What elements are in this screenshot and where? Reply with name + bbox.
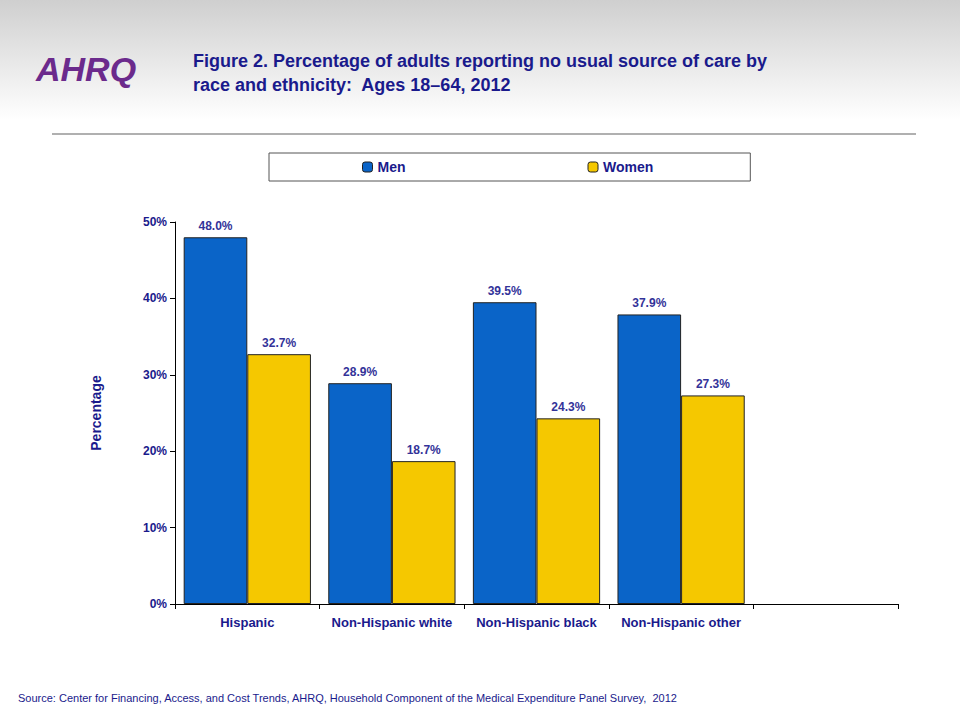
svg-text:race and ethnicity: Ages 18–6: race and ethnicity: Ages 18–64, 2012 [193, 75, 511, 95]
svg-text:48.0%: 48.0% [198, 219, 232, 233]
svg-text:AHRQ: AHRQ [35, 50, 136, 88]
svg-text:32.7%: 32.7% [262, 336, 296, 350]
svg-text:40%: 40% [143, 291, 167, 305]
svg-text:39.5%: 39.5% [488, 284, 522, 298]
svg-text:Source: Center for Financing,: Source: Center for Financing, Access, an… [18, 692, 677, 704]
svg-text:50%: 50% [143, 215, 167, 229]
svg-text:Men: Men [378, 159, 406, 175]
svg-text:Women: Women [603, 159, 653, 175]
svg-text:Hispanic: Hispanic [220, 615, 274, 630]
svg-text:Figure 2. Percentage of adults: Figure 2. Percentage of adults reporting… [193, 51, 767, 71]
svg-text:28.9%: 28.9% [343, 365, 377, 379]
svg-text:Non-Hispanic white: Non-Hispanic white [332, 615, 453, 630]
svg-text:Non-Hispanic black: Non-Hispanic black [476, 615, 597, 630]
svg-text:10%: 10% [143, 521, 167, 535]
svg-text:24.3%: 24.3% [551, 400, 585, 414]
svg-text:0%: 0% [150, 597, 168, 611]
svg-text:18.7%: 18.7% [407, 443, 441, 457]
svg-text:Percentage: Percentage [88, 375, 104, 451]
svg-text:30%: 30% [143, 368, 167, 382]
svg-text:27.3%: 27.3% [696, 377, 730, 391]
svg-text:20%: 20% [143, 444, 167, 458]
svg-text:37.9%: 37.9% [632, 296, 666, 310]
svg-text:Non-Hispanic other: Non-Hispanic other [621, 615, 741, 630]
